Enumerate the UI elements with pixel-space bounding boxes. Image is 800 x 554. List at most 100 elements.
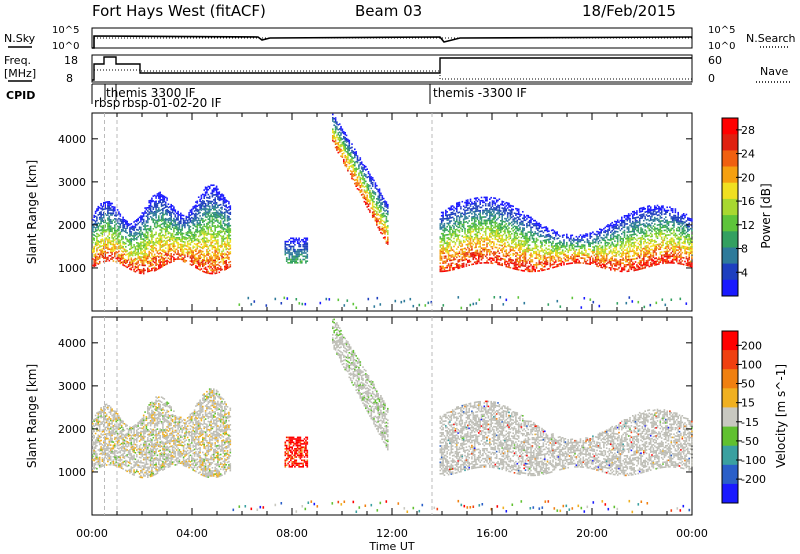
range-cell xyxy=(472,217,475,220)
range-cell xyxy=(527,221,530,223)
range-cell xyxy=(505,223,508,225)
range-cell xyxy=(204,263,207,265)
range-cell xyxy=(451,262,454,264)
range-cell xyxy=(207,208,210,211)
range-cell xyxy=(152,257,155,260)
range-cell xyxy=(131,238,134,241)
range-cell xyxy=(385,209,388,212)
range-cell xyxy=(153,268,156,270)
range-cell xyxy=(468,241,470,244)
range-cell xyxy=(158,200,160,203)
range-cell xyxy=(162,263,164,266)
range-cell xyxy=(130,252,133,255)
range-cell xyxy=(108,232,111,234)
range-cell xyxy=(189,219,192,221)
range-cell xyxy=(468,207,470,209)
range-cell xyxy=(450,254,453,257)
range-cell xyxy=(215,272,218,274)
range-cell xyxy=(377,208,379,211)
range-cell xyxy=(465,255,468,257)
range-cell xyxy=(184,225,186,227)
range-cell xyxy=(471,237,473,240)
range-cell xyxy=(502,238,505,241)
range-cell xyxy=(109,207,112,210)
range-cell xyxy=(163,257,166,260)
range-cell xyxy=(301,248,303,251)
range-cell xyxy=(147,234,149,237)
velocity-colorbar-tick-label: -100 xyxy=(741,454,766,467)
range-cell xyxy=(291,255,293,258)
range-cell xyxy=(214,251,216,253)
range-cell xyxy=(174,248,177,251)
range-cell xyxy=(537,257,539,259)
range-cell xyxy=(449,266,451,268)
range-cell xyxy=(171,242,174,245)
range-cell xyxy=(191,234,193,237)
range-cell xyxy=(96,241,98,243)
range-cell xyxy=(476,197,479,199)
range-cell xyxy=(215,251,218,253)
range-cell xyxy=(181,237,183,239)
range-cell xyxy=(228,233,230,236)
range-cell xyxy=(559,246,561,249)
range-cell xyxy=(290,260,292,262)
range-cell xyxy=(134,248,137,250)
range-cell xyxy=(114,221,116,223)
range-cell xyxy=(467,255,469,257)
range-cell xyxy=(160,230,163,232)
range-cell xyxy=(149,230,152,233)
range-cell xyxy=(185,245,188,247)
range-cell xyxy=(464,259,466,261)
range-cell xyxy=(557,245,560,248)
range-cell xyxy=(101,240,104,242)
range-cell xyxy=(204,225,207,228)
range-cell xyxy=(197,211,200,213)
range-cell xyxy=(343,137,345,140)
range-cell xyxy=(105,222,108,225)
range-cell xyxy=(556,254,558,256)
range-cell xyxy=(290,262,292,264)
range-cell xyxy=(550,255,553,258)
range-cell xyxy=(164,253,167,256)
range-cell xyxy=(472,258,475,261)
range-cell xyxy=(214,200,216,203)
range-cell xyxy=(468,243,470,245)
range-cell xyxy=(93,255,95,258)
range-cell xyxy=(291,245,293,248)
range-cell xyxy=(387,210,389,213)
range-cell xyxy=(206,222,208,225)
range-cell xyxy=(550,249,553,251)
range-cell xyxy=(370,179,373,182)
freq-label-line1: Freq. xyxy=(4,54,31,67)
range-cell xyxy=(494,231,497,234)
range-cell xyxy=(478,223,480,225)
range-cell xyxy=(160,199,163,201)
range-cell xyxy=(103,255,105,258)
range-cell xyxy=(360,190,363,193)
range-cell xyxy=(203,253,205,255)
range-cell xyxy=(166,223,168,226)
range-cell xyxy=(445,213,447,215)
range-cell xyxy=(387,203,389,206)
range-cell xyxy=(144,249,146,252)
range-cell xyxy=(170,203,172,206)
range-cell xyxy=(163,223,166,226)
range-cell xyxy=(465,199,468,202)
range-cell xyxy=(365,196,367,199)
range-cell xyxy=(524,242,527,244)
range-cell xyxy=(96,255,98,258)
range-cell xyxy=(125,250,127,253)
range-cell xyxy=(103,241,105,243)
range-cell xyxy=(145,225,148,227)
range-cell xyxy=(208,207,211,209)
range-cell xyxy=(224,205,226,207)
range-cell xyxy=(509,261,512,264)
range-cell xyxy=(100,221,102,223)
range-cell xyxy=(443,257,446,259)
range-cell xyxy=(494,197,497,200)
range-cell xyxy=(182,232,185,235)
range-cell xyxy=(498,226,501,228)
range-cell xyxy=(224,237,226,240)
range-cell xyxy=(140,261,142,263)
range-cell xyxy=(519,257,521,260)
